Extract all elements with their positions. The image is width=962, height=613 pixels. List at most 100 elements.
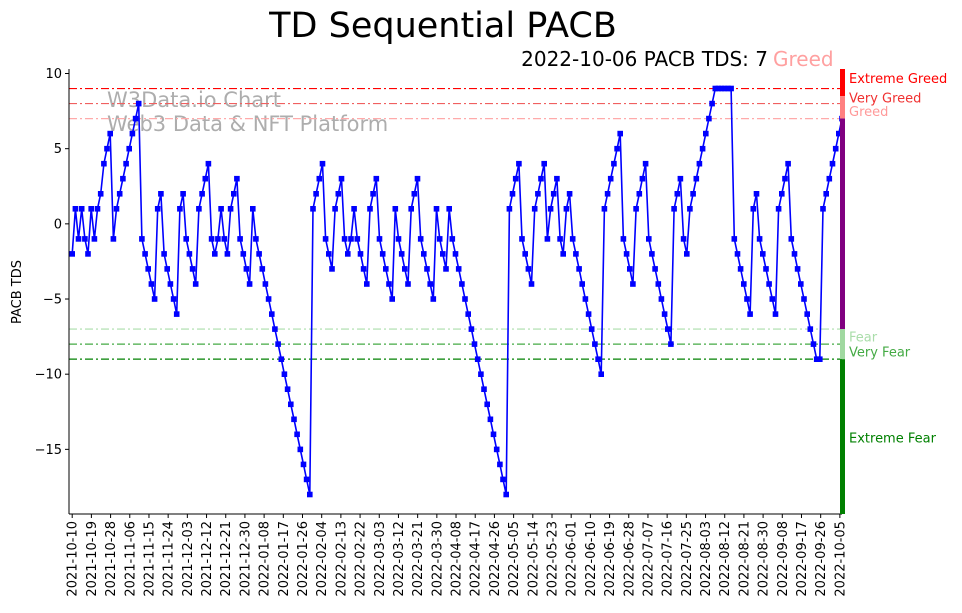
y-axis-ticks: −15 −10 −5 0 5 10 (35, 67, 69, 458)
data-point-45 (212, 251, 218, 257)
x-tick-label-36: 2022-08-30 (757, 521, 772, 597)
data-point-172 (614, 145, 620, 152)
data-point-51 (231, 191, 237, 197)
watermark-line-2: Web3 Data & NFT Platform (107, 112, 388, 136)
data-point-34 (177, 206, 183, 212)
data-point-134 (493, 446, 500, 453)
data-point-52 (234, 175, 240, 182)
data-point-82 (329, 266, 335, 272)
data-point-179 (636, 191, 643, 197)
data-point-203 (712, 85, 719, 92)
data-point-85 (338, 175, 345, 182)
data-point-110 (417, 236, 424, 242)
sidebar-segment-4 (840, 329, 845, 360)
side-label-2: Very Greed (849, 92, 921, 107)
x-tick-label-38: 2022-09-17 (795, 521, 810, 597)
data-point-184 (652, 266, 658, 272)
data-point-102 (392, 206, 399, 212)
data-point-107 (408, 206, 414, 212)
chart-title: TD Sequential PACB (268, 6, 617, 46)
x-tick-label-30: 2022-07-07 (642, 521, 657, 597)
x-tick-label-33: 2022-08-03 (699, 521, 714, 597)
data-point-175 (623, 251, 630, 257)
data-point-6 (88, 206, 94, 212)
data-point-150 (544, 236, 551, 242)
x-tick-label-10: 2022-01-08 (258, 521, 273, 597)
data-point-218 (760, 251, 766, 257)
data-point-128 (474, 356, 481, 362)
x-tick-label-32: 2022-07-25 (680, 521, 695, 597)
data-point-11 (104, 145, 110, 152)
data-point-44 (208, 236, 215, 242)
data-point-241 (832, 145, 839, 152)
data-point-204 (715, 85, 722, 92)
data-point-223 (775, 206, 782, 212)
data-point-180 (639, 175, 646, 182)
data-point-69 (288, 401, 294, 408)
data-point-224 (779, 191, 785, 197)
data-point-215 (750, 206, 757, 212)
data-point-164 (588, 326, 595, 332)
side-label-6: Extreme Fear (849, 431, 937, 446)
data-point-115 (433, 206, 440, 212)
data-point-131 (484, 401, 490, 408)
data-point-86 (341, 236, 348, 242)
data-point-234 (810, 341, 817, 347)
data-point-9 (97, 191, 104, 197)
data-point-90 (354, 236, 361, 242)
data-point-0 (69, 251, 75, 257)
data-point-120 (449, 236, 456, 242)
side-label-5: Very Fear (849, 346, 911, 361)
data-point-209 (731, 236, 738, 242)
data-point-30 (164, 266, 170, 272)
data-point-41 (199, 191, 205, 197)
x-tick-label-6: 2021-12-03 (181, 521, 196, 597)
data-point-145 (528, 281, 535, 287)
sidebar-segment-1 (840, 69, 845, 97)
data-point-192 (677, 175, 684, 182)
data-point-169 (604, 191, 611, 197)
data-point-35 (180, 191, 186, 197)
data-point-54 (240, 251, 247, 257)
x-tick-label-5: 2021-11-24 (162, 521, 177, 597)
data-point-81 (326, 251, 332, 257)
data-point-146 (531, 206, 538, 212)
sidebar-segment-2 (840, 96, 845, 119)
data-point-181 (642, 160, 649, 167)
data-point-132 (487, 416, 494, 423)
data-point-7 (91, 236, 98, 242)
data-point-23 (142, 251, 148, 257)
data-point-129 (478, 371, 484, 377)
data-point-70 (291, 416, 297, 423)
data-point-3 (78, 206, 85, 212)
y-tick-label-3: 0 (54, 217, 62, 232)
data-point-142 (519, 236, 525, 242)
x-tick-label-20: 2022-04-08 (450, 521, 465, 597)
data-point-189 (668, 341, 674, 347)
data-point-214 (747, 311, 753, 317)
data-point-47 (218, 206, 224, 212)
data-point-143 (522, 251, 528, 257)
data-point-98 (379, 251, 386, 257)
data-point-137 (503, 491, 509, 498)
data-point-133 (490, 431, 497, 438)
data-point-40 (196, 206, 202, 212)
data-point-206 (722, 85, 728, 92)
data-point-186 (658, 296, 665, 302)
data-point-162 (582, 296, 589, 302)
data-point-17 (123, 160, 129, 167)
sidebar-segment-5 (840, 359, 845, 514)
data-point-89 (351, 206, 357, 212)
data-point-157 (566, 191, 573, 197)
data-point-229 (794, 266, 801, 272)
data-point-140 (512, 175, 519, 182)
x-tick-label-14: 2022-02-13 (334, 521, 349, 597)
data-point-149 (541, 160, 547, 167)
data-point-217 (756, 236, 763, 242)
data-point-171 (611, 160, 617, 167)
data-point-1 (72, 206, 79, 212)
x-tick-label-35: 2022-08-21 (737, 521, 752, 597)
x-tick-label-25: 2022-05-23 (546, 521, 561, 597)
data-point-19 (129, 130, 136, 137)
data-point-193 (680, 236, 687, 242)
